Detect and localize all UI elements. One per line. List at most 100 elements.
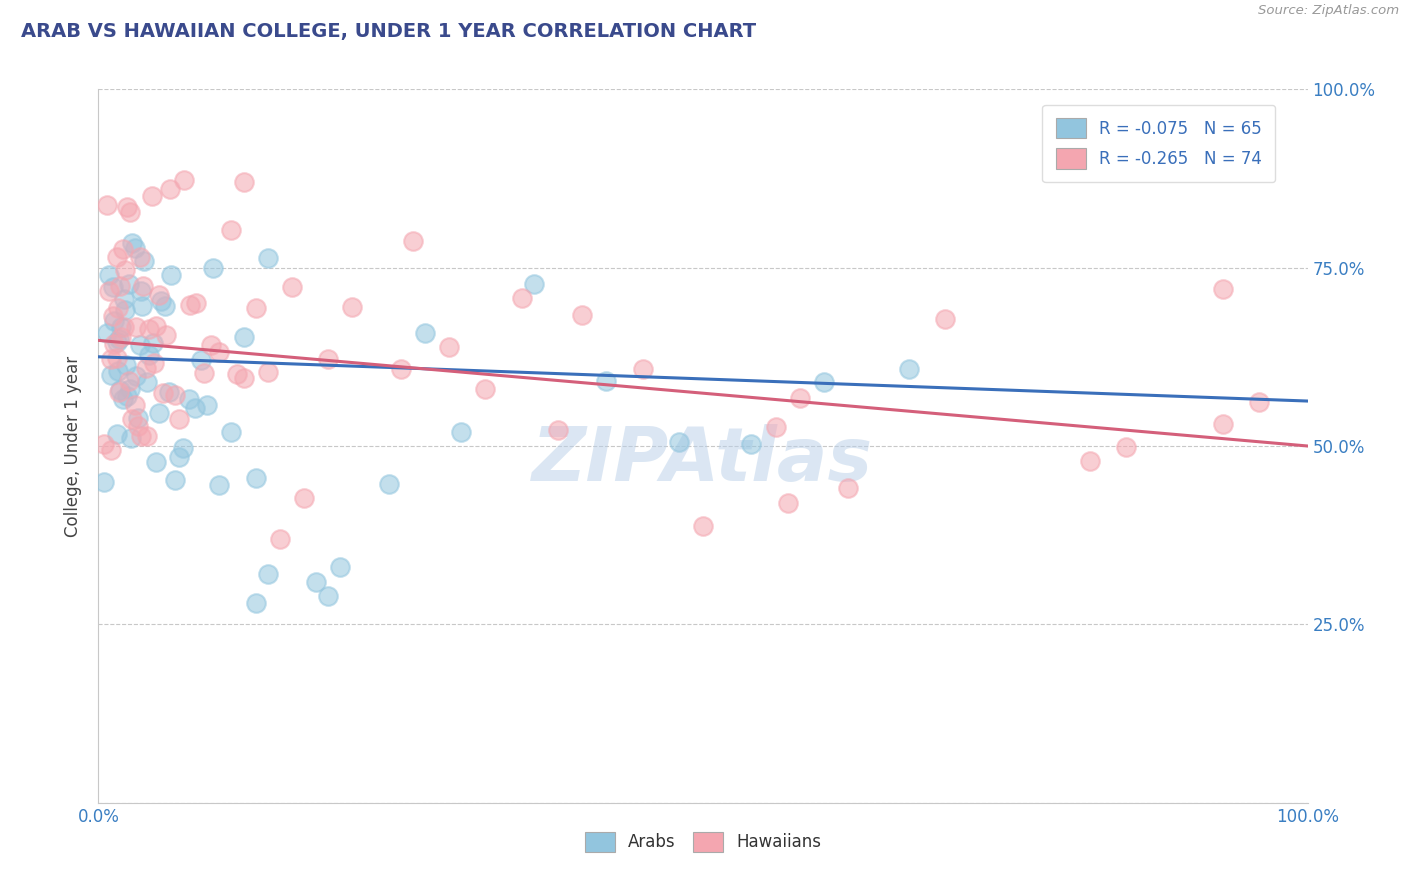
Point <box>571 308 593 322</box>
Point <box>190 353 212 368</box>
Point <box>131 299 153 313</box>
Point <box>135 375 157 389</box>
Point <box>256 567 278 582</box>
Point <box>474 383 496 397</box>
Point <box>269 532 291 546</box>
Point <box>129 429 152 443</box>
Point <box>96 198 118 212</box>
Point <box>195 397 218 411</box>
Point <box>1249 395 1271 409</box>
Point <box>112 293 135 307</box>
Point <box>148 406 170 420</box>
Point <box>135 429 157 443</box>
Point <box>256 251 278 265</box>
Point <box>117 200 139 214</box>
Point <box>127 419 149 434</box>
Point <box>450 425 472 439</box>
Point <box>132 278 155 293</box>
Point <box>631 362 654 376</box>
Point <box>789 391 811 405</box>
Point <box>510 291 533 305</box>
Point <box>108 384 131 398</box>
Point <box>125 369 148 384</box>
Point <box>547 423 569 437</box>
Point <box>103 337 125 351</box>
Point <box>141 189 163 203</box>
Point <box>105 426 128 441</box>
Point <box>1212 417 1234 432</box>
Point <box>127 411 149 425</box>
Point <box>226 367 249 381</box>
Point <box>245 471 267 485</box>
Point <box>1139 132 1161 146</box>
Point <box>813 375 835 389</box>
Text: Source: ZipAtlas.com: Source: ZipAtlas.com <box>1258 4 1399 18</box>
Point <box>103 314 125 328</box>
Point <box>245 596 267 610</box>
Point <box>897 362 920 376</box>
Point <box>153 299 176 313</box>
Point <box>142 335 165 350</box>
Point <box>96 326 118 340</box>
Point <box>160 268 183 282</box>
Point <box>200 338 222 352</box>
Text: ARAB VS HAWAIIAN COLLEGE, UNDER 1 YEAR CORRELATION CHART: ARAB VS HAWAIIAN COLLEGE, UNDER 1 YEAR C… <box>21 22 756 41</box>
Point <box>179 298 201 312</box>
Point <box>107 364 129 378</box>
Point <box>172 441 194 455</box>
Point <box>159 182 181 196</box>
Point <box>668 434 690 449</box>
Point <box>377 477 399 491</box>
Point <box>93 475 115 489</box>
Point <box>105 351 128 365</box>
Point <box>163 473 186 487</box>
Point <box>184 401 207 415</box>
Point <box>169 412 191 426</box>
Point <box>138 348 160 362</box>
Point <box>145 455 167 469</box>
Point <box>108 384 131 399</box>
Point <box>342 301 364 315</box>
Point <box>232 329 254 343</box>
Point <box>121 235 143 250</box>
Point <box>776 496 799 510</box>
Point <box>292 491 315 505</box>
Point <box>118 277 141 292</box>
Point <box>111 243 134 257</box>
Point <box>114 302 136 317</box>
Point <box>105 250 128 264</box>
Point <box>765 420 787 434</box>
Point <box>134 254 156 268</box>
Point <box>121 411 143 425</box>
Point <box>692 519 714 533</box>
Text: ZIPAtlas: ZIPAtlas <box>533 424 873 497</box>
Point <box>329 560 352 574</box>
Point <box>169 450 191 464</box>
Point <box>100 442 122 457</box>
Point <box>117 389 139 403</box>
Point <box>152 385 174 400</box>
Point <box>101 280 124 294</box>
Point <box>120 431 142 445</box>
Point <box>173 173 195 187</box>
Point <box>316 351 339 366</box>
Point <box>124 398 146 412</box>
Point <box>245 301 267 316</box>
Point <box>595 374 617 388</box>
Point <box>1212 282 1234 296</box>
Point <box>221 425 243 439</box>
Point <box>232 371 254 385</box>
Point <box>100 368 122 383</box>
Point <box>155 327 177 342</box>
Point <box>129 285 152 299</box>
Point <box>124 241 146 255</box>
Point <box>256 365 278 379</box>
Point <box>437 340 460 354</box>
Point <box>110 330 132 344</box>
Point <box>1115 440 1137 454</box>
Point <box>413 326 436 340</box>
Point <box>179 392 201 406</box>
Point <box>107 301 129 315</box>
Point <box>108 278 131 293</box>
Legend: Arabs, Hawaiians: Arabs, Hawaiians <box>578 825 828 859</box>
